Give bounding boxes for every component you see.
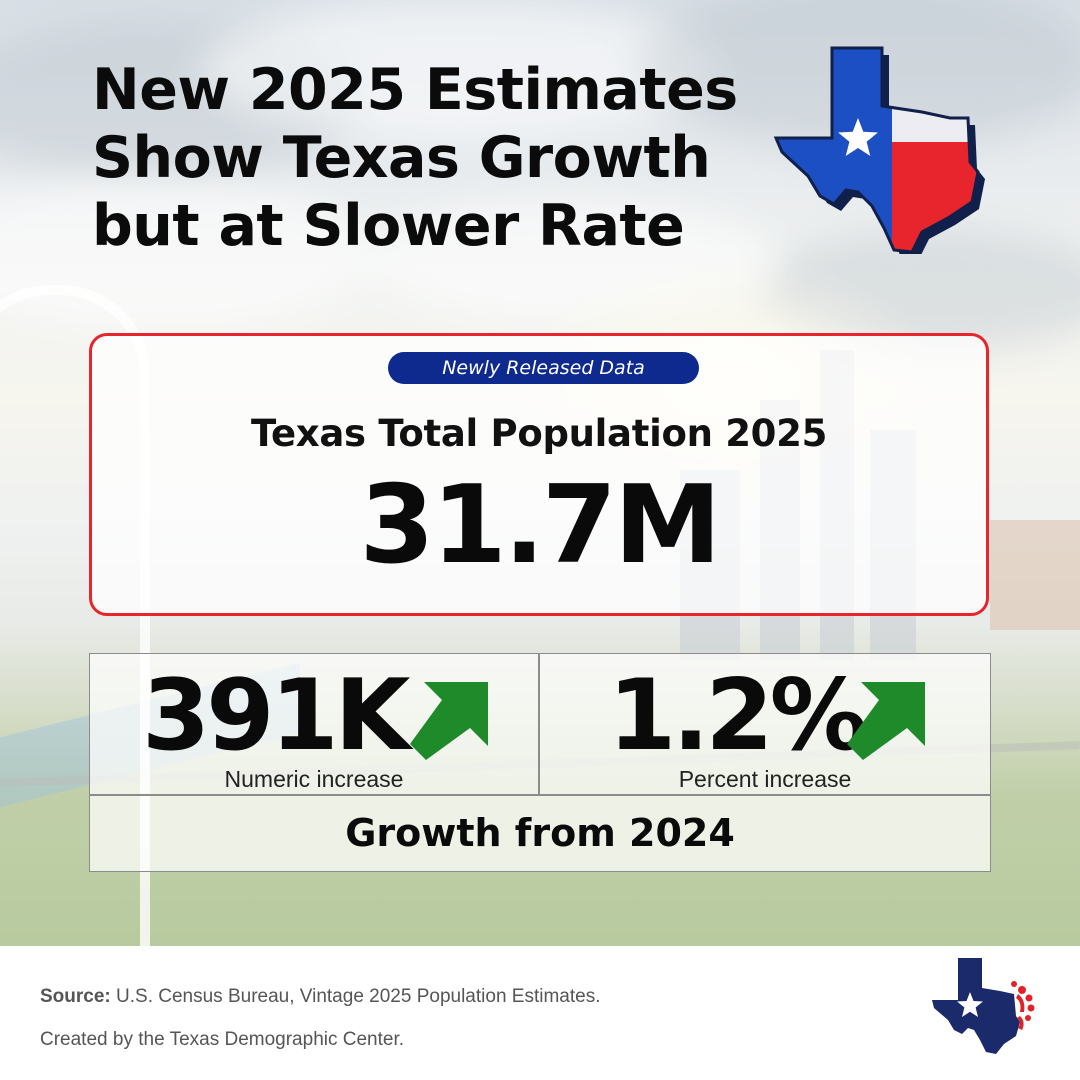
- footer: Source: U.S. Census Bureau, Vintage 2025…: [0, 946, 1080, 1080]
- star-icon: [957, 992, 983, 1017]
- source-line: Source: U.S. Census Bureau, Vintage 2025…: [40, 986, 600, 1008]
- star-icon: [838, 118, 878, 156]
- percent-increase-card: 1.2% Percent increase: [539, 653, 991, 795]
- title-line-1: New 2025 Estimates: [92, 57, 738, 123]
- percent-increase-caption: Percent increase: [678, 766, 852, 792]
- page-title: New 2025 Estimates Show Texas Growth but…: [92, 56, 772, 260]
- growth-period-label: Growth from 2024: [89, 795, 991, 872]
- population-label: Texas Total Population 2025: [250, 412, 828, 455]
- newly-released-badge: Newly Released Data: [388, 352, 699, 384]
- up-right-arrow-icon: [847, 682, 925, 760]
- texas-flag-map-icon: [773, 46, 985, 254]
- source-text: U.S. Census Bureau, Vintage 2025 Populat…: [116, 986, 601, 1007]
- credit-line: Created by the Texas Demographic Center.: [40, 1029, 405, 1050]
- numeric-increase-caption: Numeric increase: [224, 766, 404, 792]
- title-line-3: but at Slower Rate: [92, 193, 685, 259]
- texas-demographic-center-logo: [932, 958, 1035, 1054]
- population-value: 31.7M: [359, 463, 722, 588]
- numeric-increase-value: 391K: [142, 659, 411, 773]
- population-card: Newly Released Data Texas Total Populati…: [89, 333, 989, 616]
- source-label: Source:: [40, 986, 111, 1007]
- title-line-2: Show Texas Growth: [92, 125, 711, 191]
- numeric-increase-card: 391K Numeric increase: [89, 653, 539, 795]
- percent-increase-value: 1.2%: [608, 659, 868, 773]
- up-right-arrow-icon: [410, 682, 488, 760]
